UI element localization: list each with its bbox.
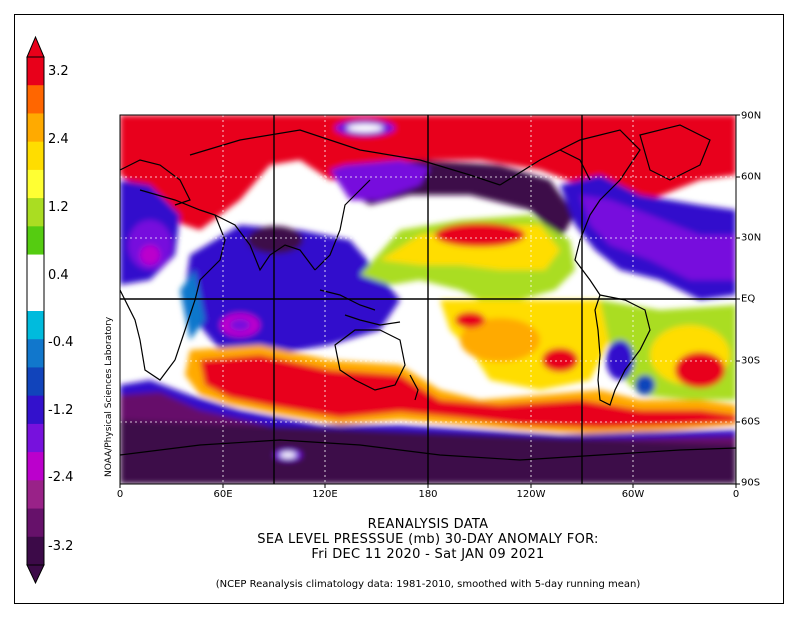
colorbar-label-neg-2-4: -2.4: [48, 470, 74, 485]
x-tick-120e: 120E: [312, 489, 338, 500]
y-tick-30n: 30N: [741, 232, 762, 244]
figure-frame: [14, 14, 784, 604]
title-line-1: REANALYSIS DATA: [367, 517, 489, 532]
x-tick-60e: 60E: [213, 489, 233, 500]
reference-lines: [120, 115, 736, 484]
colorbar-label-3-2: 3.2: [48, 64, 69, 79]
y-tick-30s: 30S: [741, 355, 761, 367]
coastlines: [120, 124, 736, 461]
y-tick-90n: 90N: [741, 110, 762, 122]
title-line-2: SEA LEVEL PRESSSUE (mb) 30-DAY ANOMALY F…: [257, 532, 599, 547]
lat-lon-grid: [120, 115, 736, 484]
axis-ticks: [119, 114, 740, 488]
colorbar-label-neg-3-2: -3.2: [48, 539, 74, 554]
y-tick-60s: 60S: [741, 416, 761, 428]
x-tick-60w: 60W: [621, 489, 645, 500]
y-tick-60n: 60N: [741, 171, 762, 183]
x-tick-120w: 120W: [516, 489, 546, 500]
x-tick-0: 0: [116, 489, 124, 500]
anomaly-field: [120, 115, 736, 484]
x-tick-180: 180: [418, 489, 438, 500]
y-tick-90s: 90S: [741, 477, 761, 489]
footnote: (NCEP Reanalysis climatology data: 1981-…: [215, 579, 641, 590]
colorbar-label-2-4: 2.4: [48, 132, 69, 147]
title-line-3: Fri DEC 11 2020 - Sat JAN 09 2021: [311, 547, 545, 562]
colorbar-label-0-4: 0.4: [48, 268, 69, 283]
colorbar-label-neg-0-4: -0.4: [48, 335, 74, 350]
colorbar-label-1-2: 1.2: [48, 200, 69, 215]
x-tick-0-end: 0: [732, 489, 740, 500]
y-tick-eq: EQ: [741, 293, 756, 305]
credit-label: NOAA/Physical Sciences Laboratory: [104, 316, 114, 477]
colorbar-label-neg-1-2: -1.2: [48, 403, 74, 418]
